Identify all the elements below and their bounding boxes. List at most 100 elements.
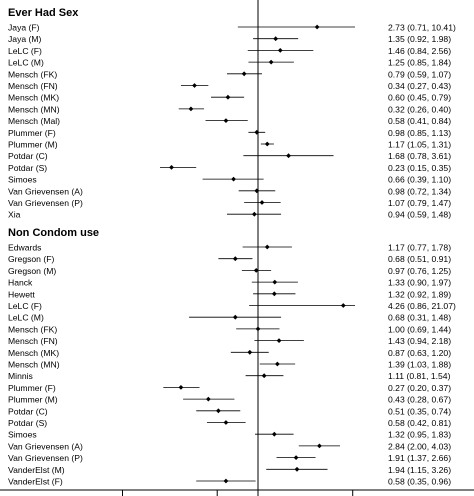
point-estimate-marker bbox=[205, 396, 211, 402]
study-label: Potdar (S) bbox=[8, 418, 47, 428]
effect-estimate-text: 1.46 (0.84, 2.56) bbox=[388, 46, 451, 56]
study-label: Hewett bbox=[8, 289, 35, 299]
study-label: Mensch (MK) bbox=[8, 93, 59, 103]
study-label: Plummer (M) bbox=[8, 140, 58, 150]
study-label: Gregson (M) bbox=[8, 266, 56, 276]
effect-estimate-text: 0.98 (0.85, 1.13) bbox=[388, 128, 451, 138]
study-label: LeLC (M) bbox=[8, 313, 44, 323]
point-estimate-marker bbox=[223, 118, 229, 123]
study-label: Hanck bbox=[8, 278, 33, 288]
effect-estimate-text: 1.68 (0.78, 3.61) bbox=[388, 151, 451, 161]
point-estimate-marker bbox=[251, 211, 257, 217]
effect-estimate-text: 0.60 (0.45, 0.79) bbox=[388, 93, 451, 103]
study-label: Gregson (F) bbox=[8, 254, 54, 264]
group-title: Ever Had Sex bbox=[8, 7, 79, 19]
effect-estimate-text: 1.33 (0.90, 1.97) bbox=[388, 278, 451, 288]
effect-estimate-text: 0.66 (0.39, 1.10) bbox=[388, 175, 451, 185]
point-estimate-marker bbox=[264, 141, 270, 147]
point-estimate-marker bbox=[247, 349, 253, 355]
effect-estimate-text: 0.27 (0.20, 0.37) bbox=[388, 383, 451, 393]
study-label: VanderElst (F) bbox=[8, 477, 63, 487]
study-label: Minnis bbox=[8, 371, 33, 381]
study-label: Mensch (Mal) bbox=[8, 116, 60, 126]
study-label: Mensch (MN) bbox=[8, 104, 60, 114]
study-label: Potdar (C) bbox=[8, 406, 48, 416]
effect-estimate-text: 0.51 (0.35, 0.74) bbox=[388, 406, 451, 416]
effect-estimate-text: 2.73 (0.71, 10.41) bbox=[388, 23, 456, 33]
study-label: Mensch (FK) bbox=[8, 69, 57, 79]
effect-estimate-text: 1.11 (0.81, 1.54) bbox=[388, 371, 451, 381]
point-estimate-marker bbox=[241, 71, 247, 77]
study-label: Plummer (F) bbox=[8, 383, 56, 393]
study-label: Mensch (MK) bbox=[8, 348, 59, 358]
effect-estimate-text: 4.26 (0.86, 21.07) bbox=[388, 301, 456, 311]
study-label: Mensch (FN) bbox=[8, 336, 58, 346]
point-estimate-marker bbox=[188, 106, 194, 112]
point-estimate-marker bbox=[317, 443, 322, 449]
effect-estimate-text: 0.68 (0.31, 1.48) bbox=[388, 313, 451, 323]
effect-estimate-text: 0.97 (0.76, 1.25) bbox=[388, 266, 451, 276]
effect-estimate-text: 1.32 (0.95, 1.83) bbox=[388, 430, 451, 440]
study-label: Mensch (FK) bbox=[8, 324, 57, 334]
effect-estimate-text: 0.23 (0.15, 0.35) bbox=[388, 163, 451, 173]
study-label: Potdar (S) bbox=[8, 163, 47, 173]
study-label: LeLC (M) bbox=[8, 58, 44, 68]
effect-estimate-text: 1.39 (1.03, 1.88) bbox=[388, 360, 451, 370]
point-estimate-marker bbox=[261, 373, 267, 379]
effect-estimate-text: 0.68 (0.51, 0.91) bbox=[388, 254, 451, 264]
effect-estimate-text: 1.91 (1.37, 2.66) bbox=[388, 453, 451, 463]
effect-estimate-text: 0.87 (0.63, 1.20) bbox=[388, 348, 451, 358]
effect-estimate-text: 0.43 (0.28, 0.67) bbox=[388, 395, 451, 405]
point-estimate-marker bbox=[215, 408, 221, 414]
point-estimate-marker bbox=[253, 268, 259, 273]
point-estimate-marker bbox=[271, 431, 277, 437]
study-label: VanderElst (M) bbox=[8, 465, 65, 475]
point-estimate-marker bbox=[294, 466, 300, 472]
point-estimate-marker bbox=[223, 420, 229, 425]
point-estimate-marker bbox=[225, 94, 231, 100]
point-estimate-marker bbox=[293, 455, 299, 460]
effect-estimate-text: 0.32 (0.26, 0.40) bbox=[388, 104, 451, 114]
study-label: Jaya (F) bbox=[8, 23, 40, 33]
study-label: LeLC (F) bbox=[8, 46, 42, 56]
study-label: LeLC (F) bbox=[8, 301, 42, 311]
study-label: Simoes bbox=[8, 430, 37, 440]
study-label: Xia bbox=[8, 210, 21, 220]
study-label: Edwards bbox=[8, 243, 41, 253]
effect-estimate-text: 1.94 (1.15, 3.26) bbox=[388, 465, 451, 475]
point-estimate-marker bbox=[277, 48, 283, 53]
point-estimate-marker bbox=[169, 165, 174, 170]
effect-estimate-text: 0.58 (0.41, 0.84) bbox=[388, 116, 451, 126]
point-estimate-marker bbox=[314, 24, 320, 30]
study-label: Van Grievensen (P) bbox=[8, 198, 83, 208]
point-estimate-marker bbox=[259, 200, 265, 205]
group-title: Non Condom use bbox=[8, 227, 99, 239]
point-estimate-marker bbox=[340, 303, 346, 308]
point-estimate-marker bbox=[264, 244, 270, 250]
point-estimate-marker bbox=[286, 153, 291, 159]
effect-estimate-text: 1.17 (1.05, 1.31) bbox=[388, 140, 451, 150]
point-estimate-marker bbox=[271, 291, 277, 297]
effect-estimate-text: 1.35 (0.92, 1.98) bbox=[388, 34, 451, 44]
effect-estimate-text: 1.32 (0.92, 1.89) bbox=[388, 289, 451, 299]
effect-estimate-text: 0.34 (0.27, 0.43) bbox=[388, 81, 451, 91]
effect-estimate-text: 0.94 (0.59, 1.48) bbox=[388, 210, 451, 220]
study-label: Jaya (M) bbox=[8, 34, 42, 44]
study-label: Mensch (FN) bbox=[8, 81, 58, 91]
study-label: Plummer (M) bbox=[8, 395, 58, 405]
point-estimate-marker bbox=[274, 361, 280, 367]
effect-estimate-text: 1.17 (0.77, 1.78) bbox=[388, 243, 451, 253]
effect-estimate-text: 1.00 (0.69, 1.44) bbox=[388, 324, 451, 334]
point-estimate-marker bbox=[223, 478, 229, 484]
effect-estimate-text: 1.25 (0.85, 1.84) bbox=[388, 58, 451, 68]
point-estimate-marker bbox=[232, 314, 238, 320]
effect-estimate-text: 0.79 (0.59, 1.07) bbox=[388, 69, 451, 79]
study-label: Simoes bbox=[8, 175, 37, 185]
study-label: Van Grievensen (P) bbox=[8, 453, 83, 463]
study-label: Mensch (MN) bbox=[8, 360, 60, 370]
point-estimate-marker bbox=[273, 36, 279, 42]
point-estimate-marker bbox=[192, 83, 197, 88]
effect-estimate-text: 0.98 (0.72, 1.34) bbox=[388, 186, 451, 196]
point-estimate-marker bbox=[268, 59, 274, 65]
